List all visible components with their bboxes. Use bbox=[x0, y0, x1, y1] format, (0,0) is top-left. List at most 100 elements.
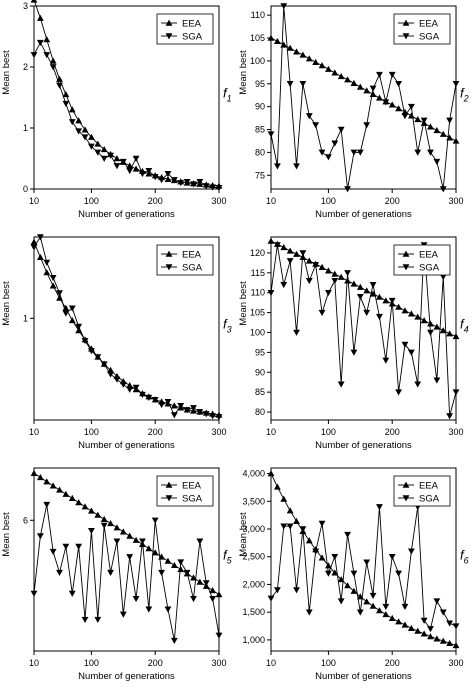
chart-panel-5: 10 100 200 300 6 Number of generations Mean be… bbox=[1, 467, 233, 682]
data-point-eea bbox=[62, 91, 70, 98]
data-point-eea bbox=[414, 627, 422, 634]
data-point-eea bbox=[151, 549, 159, 556]
data-point-sga bbox=[273, 163, 281, 170]
data-point-sga bbox=[132, 384, 140, 391]
data-point-eea bbox=[280, 243, 288, 251]
data-point-eea bbox=[446, 330, 454, 337]
data-point-sga bbox=[126, 167, 134, 175]
data-point-eea bbox=[280, 495, 288, 502]
data-point-eea bbox=[407, 624, 415, 631]
data-point-eea bbox=[49, 57, 57, 64]
data-point-eea bbox=[56, 486, 63, 493]
data-point-sga bbox=[196, 178, 204, 186]
legend-label-sga: SGA bbox=[182, 494, 203, 505]
data-point-eea bbox=[113, 155, 121, 162]
data-point-sga bbox=[177, 559, 185, 566]
data-point-eea bbox=[420, 630, 428, 637]
x-tick-label: 100 bbox=[84, 196, 99, 206]
legend-marker-eea bbox=[402, 481, 410, 488]
legend-marker-eea bbox=[165, 19, 173, 26]
data-point-sga bbox=[202, 580, 210, 587]
data-point-eea bbox=[369, 602, 377, 609]
y-tick-label: 3,000 bbox=[242, 524, 265, 534]
data-point-sga bbox=[183, 569, 191, 576]
data-point-eea bbox=[388, 101, 396, 108]
panel-label: f1 bbox=[223, 86, 232, 104]
data-point-sga bbox=[158, 402, 165, 409]
data-point-eea bbox=[94, 140, 102, 147]
data-point-sga bbox=[158, 569, 165, 576]
data-point-sga bbox=[388, 71, 396, 79]
data-point-sga bbox=[369, 592, 377, 599]
data-point-sga bbox=[126, 386, 134, 393]
legend bbox=[156, 13, 214, 45]
data-point-sga bbox=[113, 538, 121, 545]
data-point-eea bbox=[164, 557, 172, 564]
data-point-sga bbox=[452, 81, 460, 88]
data-point-eea bbox=[305, 55, 313, 62]
data-point-eea bbox=[433, 323, 441, 330]
y-tick-label: 1,000 bbox=[242, 635, 265, 645]
series-line-sga bbox=[33, 504, 220, 641]
data-point-sga bbox=[107, 569, 114, 576]
legend-marker-eea bbox=[165, 250, 173, 257]
data-point-sga bbox=[145, 606, 153, 613]
data-point-sga bbox=[280, 3, 288, 10]
data-point-eea bbox=[395, 105, 402, 112]
data-point-sga bbox=[331, 278, 339, 285]
data-point-eea bbox=[36, 14, 44, 21]
data-point-eea bbox=[170, 561, 178, 568]
data-point-eea bbox=[62, 304, 70, 311]
data-point-sga bbox=[49, 548, 57, 556]
data-point-sga bbox=[363, 559, 371, 566]
x-tick-label: 100 bbox=[321, 427, 336, 437]
data-point-sga bbox=[209, 413, 217, 420]
y-tick-label: 100 bbox=[250, 327, 265, 337]
data-point-sga bbox=[325, 154, 332, 161]
data-point-sga bbox=[376, 71, 383, 79]
data-point-sga bbox=[395, 389, 402, 396]
legend-label-eea: EEA bbox=[419, 250, 439, 261]
data-point-eea bbox=[305, 257, 313, 264]
data-point-eea bbox=[145, 545, 153, 552]
data-point-sga bbox=[100, 361, 108, 368]
data-point-sga bbox=[56, 290, 63, 297]
data-point-eea bbox=[209, 586, 217, 594]
data-point-eea bbox=[414, 313, 422, 320]
data-point-sga bbox=[151, 174, 159, 181]
chart-panel-2: 10 100 200 300 75 80 85 90 95 100 105 110 Number of … bbox=[238, 3, 469, 220]
legend-label-sga: SGA bbox=[419, 494, 440, 505]
y-axis-label: Mean best bbox=[238, 50, 249, 95]
y-tick-label: 105 bbox=[250, 33, 265, 43]
x-axis-label: Number of generations bbox=[78, 440, 175, 451]
data-point-sga bbox=[158, 177, 165, 184]
data-point-sga bbox=[164, 171, 172, 178]
data-point-eea bbox=[267, 470, 275, 477]
data-point-sga bbox=[344, 531, 351, 538]
data-point-eea bbox=[312, 58, 320, 65]
data-point-sga bbox=[325, 570, 332, 577]
data-point-sga bbox=[107, 152, 114, 159]
data-point-eea bbox=[305, 537, 313, 544]
data-point-sga bbox=[331, 554, 339, 561]
data-point-sga bbox=[312, 262, 320, 269]
legend-marker-eea bbox=[402, 250, 410, 257]
x-tick-label: 300 bbox=[448, 427, 463, 437]
data-point-sga bbox=[427, 626, 434, 633]
data-point-sga bbox=[183, 178, 191, 186]
data-point-sga bbox=[293, 163, 300, 170]
data-point-sga bbox=[94, 616, 102, 624]
data-point-sga bbox=[344, 186, 351, 193]
legend-label-eea: EEA bbox=[182, 19, 202, 30]
x-axis-label: Number of generations bbox=[315, 209, 412, 220]
data-point-sga bbox=[280, 523, 288, 530]
x-tick-label: 300 bbox=[211, 196, 226, 206]
data-point-eea bbox=[36, 253, 44, 261]
data-point-sga bbox=[369, 282, 377, 289]
data-point-sga bbox=[312, 548, 320, 555]
legend bbox=[156, 244, 214, 276]
data-point-sga bbox=[190, 405, 197, 412]
data-point-eea bbox=[100, 145, 108, 153]
data-point-sga bbox=[209, 595, 217, 603]
data-point-sga bbox=[139, 171, 146, 178]
